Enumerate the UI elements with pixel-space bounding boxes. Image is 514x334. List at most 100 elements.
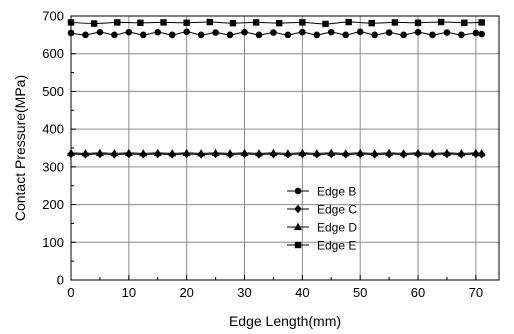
legend-marker-edge-b [294, 187, 302, 195]
data-point-edge-e [437, 18, 445, 26]
data-point-edge-b [385, 29, 393, 36]
legend-marker-edge-d [294, 222, 302, 230]
data-point-edge-d [399, 149, 408, 157]
legend-item-edge-c: Edge C [287, 203, 357, 217]
legend-label-edge-e: Edge E [317, 239, 356, 253]
data-point-edge-e [391, 19, 399, 26]
data-point-edge-d [226, 149, 235, 157]
data-point-edge-d [95, 148, 104, 156]
x-tick-label: 50 [353, 285, 367, 300]
data-point-edge-b [255, 31, 263, 39]
data-point-edge-d [356, 148, 365, 156]
legend: Edge B Edge C Edge D Edge E [287, 185, 357, 253]
y-tick-label: 0 [57, 273, 64, 288]
legend-marker-edge-c [294, 204, 302, 214]
x-tick-label: 20 [179, 285, 193, 300]
series-edge-b [67, 28, 485, 39]
y-tick-label: 700 [42, 9, 64, 24]
data-point-edge-d [269, 148, 278, 156]
data-point-edge-b [371, 31, 378, 39]
data-point-edge-b [458, 31, 465, 39]
data-point-edge-b [241, 28, 248, 36]
data-point-edge-d [110, 149, 119, 157]
data-point-edge-d [298, 148, 307, 156]
x-tick-label: 10 [122, 285, 136, 300]
data-point-edge-e [461, 19, 468, 26]
data-point-edge-d [81, 149, 90, 157]
data-point-edge-b [226, 31, 234, 39]
data-point-edge-b [96, 28, 104, 36]
x-tick-label: 0 [67, 285, 74, 300]
data-point-edge-e [160, 19, 167, 26]
data-point-edge-b [400, 31, 407, 39]
data-point-edge-b [197, 31, 205, 39]
data-point-edge-b [111, 31, 118, 39]
data-point-edge-b [125, 28, 133, 36]
data-point-edge-b [313, 31, 321, 39]
legend-marker-edge-e [294, 241, 302, 249]
data-point-edge-b [429, 31, 436, 39]
data-point-edge-e [345, 18, 352, 26]
data-point-edge-b [82, 31, 89, 39]
data-point-edge-b [154, 28, 162, 36]
series-edge-e [67, 18, 485, 28]
data-point-edge-e [478, 19, 485, 26]
data-point-edge-b [356, 28, 364, 36]
x-tick-label: 60 [411, 285, 425, 300]
data-point-edge-b [284, 31, 292, 39]
data-point-edge-e [90, 20, 98, 27]
data-point-edge-e [299, 19, 306, 26]
legend-item-edge-e: Edge E [287, 239, 356, 253]
data-point-edge-e [229, 19, 237, 27]
data-point-edge-b [472, 29, 480, 37]
data-point-edge-d [240, 148, 249, 156]
data-point-edge-d [254, 149, 263, 157]
legend-label-edge-c: Edge C [317, 203, 357, 217]
data-point-edge-b [414, 28, 422, 36]
data-point-edge-e [183, 19, 190, 26]
data-point-edge-b [342, 31, 350, 39]
data-point-edge-d [124, 148, 133, 156]
data-point-edge-d [370, 149, 379, 157]
grid [70, 15, 499, 281]
x-tick-label: 40 [295, 285, 309, 300]
data-point-edge-d [341, 149, 350, 157]
legend-label-edge-b: Edge B [317, 185, 356, 199]
data-point-edge-d [414, 148, 423, 156]
series-edge-d [67, 148, 486, 157]
y-tick-label: 500 [42, 84, 64, 99]
data-point-edge-b [212, 29, 219, 36]
data-point-edge-e [252, 19, 260, 26]
data-point-edge-d [442, 148, 451, 156]
data-point-edge-b [299, 28, 306, 36]
x-tick-label: 70 [469, 285, 483, 300]
y-tick-label: 600 [42, 46, 64, 61]
data-point-edge-d [283, 149, 292, 157]
legend-item-edge-d: Edge D [287, 221, 357, 235]
data-point-edge-b [443, 29, 451, 36]
data-point-edge-d [211, 148, 220, 156]
data-point-edge-d [327, 148, 336, 156]
data-point-edge-e [137, 19, 144, 26]
data-point-edge-b [139, 31, 147, 39]
y-tick-label: 200 [42, 197, 64, 212]
data-point-edge-d [168, 149, 177, 157]
x-axis-title: Edge Length(mm) [229, 313, 341, 329]
data-point-edge-d [385, 148, 394, 156]
data-point-edge-d [182, 148, 191, 156]
series-layer [67, 18, 486, 159]
plot-area [71, 16, 499, 280]
data-point-edge-e [368, 19, 375, 27]
data-point-edge-e [414, 19, 422, 26]
data-point-edge-b [327, 28, 335, 36]
legend-item-edge-b: Edge B [287, 185, 356, 199]
data-point-edge-e [322, 20, 329, 28]
x-tick-label: 30 [237, 285, 251, 300]
y-axis-title: Contact Pressure(MPa) [12, 75, 28, 221]
data-point-edge-b [183, 28, 190, 36]
data-point-edge-b [168, 31, 176, 39]
data-point-edge-e [114, 19, 121, 26]
data-point-edge-d [153, 148, 162, 156]
